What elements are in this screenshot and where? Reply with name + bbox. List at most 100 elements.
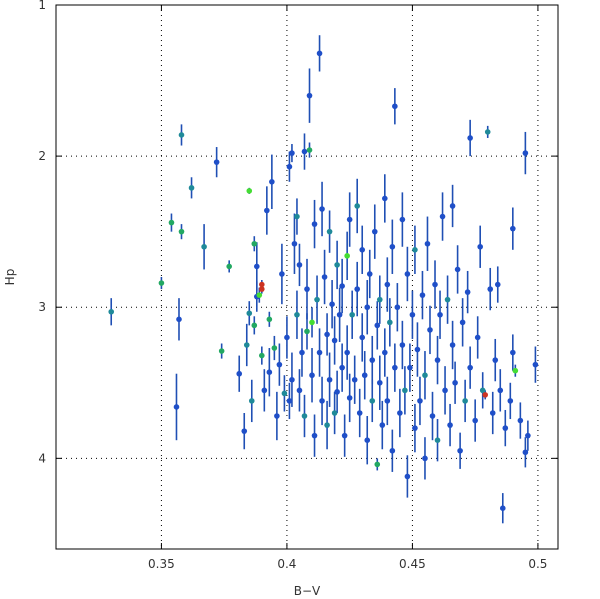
data-point [419, 292, 426, 298]
data-point [462, 398, 468, 404]
data-point [394, 304, 401, 311]
y-tick-label: 1 [38, 0, 46, 12]
x-tick-label: 0.35 [148, 557, 175, 571]
data-point [492, 357, 499, 363]
data-point [399, 342, 406, 348]
data-point [429, 413, 436, 419]
data-point [168, 219, 175, 226]
data-point [246, 188, 253, 194]
data-points [108, 35, 539, 524]
data-point [291, 240, 298, 247]
data-point [266, 316, 273, 323]
data-point [281, 390, 288, 397]
data-point [409, 311, 416, 318]
data-point [404, 473, 411, 480]
data-point [299, 349, 305, 356]
data-point [439, 213, 446, 220]
data-point [532, 361, 539, 368]
data-point [271, 345, 278, 351]
x-tick-label: 0.4 [277, 557, 296, 571]
data-point [251, 240, 258, 247]
data-point [334, 389, 340, 395]
data-point [512, 367, 519, 374]
data-point [284, 334, 290, 341]
data-point [259, 281, 265, 288]
data-point [301, 148, 308, 155]
data-point [261, 387, 268, 394]
data-point [329, 301, 335, 308]
data-point [376, 379, 383, 386]
data-point [108, 308, 115, 315]
data-point [422, 455, 428, 462]
data-point [176, 316, 182, 323]
data-point [344, 349, 350, 356]
data-point [404, 271, 411, 277]
y-tick-label: 4 [38, 451, 46, 465]
data-point [178, 228, 185, 235]
data-point [382, 195, 388, 202]
data-point [382, 349, 388, 356]
data-point [319, 206, 325, 212]
data-point [499, 505, 506, 512]
data-point [286, 398, 293, 404]
data-point [256, 292, 263, 298]
data-point [374, 461, 381, 468]
data-point [389, 447, 396, 454]
data-point [472, 417, 478, 424]
data-point [402, 387, 408, 394]
data-point [306, 92, 313, 99]
plot-frame [55, 4, 559, 550]
data-point [484, 129, 491, 135]
data-point [522, 150, 529, 156]
data-point [422, 372, 428, 379]
data-point [294, 213, 300, 220]
data-point [253, 263, 260, 270]
data-point [359, 247, 366, 253]
data-point [467, 135, 473, 141]
data-point [243, 342, 250, 348]
data-point [339, 364, 345, 371]
data-point [289, 150, 295, 156]
y-axis-label: Hp [3, 269, 17, 286]
y-tick-label: 3 [38, 300, 46, 314]
data-point [178, 132, 185, 138]
data-point [359, 334, 366, 341]
data-point [459, 319, 466, 326]
data-point [314, 296, 320, 303]
data-point [311, 221, 318, 227]
data-point [412, 247, 418, 253]
data-point [432, 281, 438, 288]
data-point [361, 372, 368, 379]
data-point [341, 432, 348, 439]
data-point [467, 364, 473, 371]
data-point [266, 369, 273, 376]
data-point [311, 432, 318, 439]
x-tick-label: 0.5 [528, 557, 547, 571]
data-point [334, 262, 340, 268]
data-point [510, 225, 516, 232]
data-point [449, 342, 456, 348]
data-point [387, 319, 393, 326]
data-point [392, 364, 398, 371]
data-point [479, 387, 486, 394]
data-point [188, 185, 195, 191]
data-point [354, 286, 361, 292]
data-point [251, 322, 258, 329]
data-point [336, 311, 343, 318]
data-point [397, 410, 403, 416]
data-point [384, 398, 391, 404]
data-point [331, 337, 338, 344]
data-point [376, 296, 383, 303]
data-point [296, 262, 303, 268]
y-tick-label: 2 [38, 149, 46, 163]
data-point [464, 289, 471, 295]
data-point [497, 387, 504, 394]
data-point [241, 428, 248, 434]
data-point [354, 203, 361, 209]
data-point [309, 372, 315, 379]
data-point [487, 286, 494, 292]
data-point [173, 404, 180, 410]
x-axis-label: B−V [294, 584, 321, 598]
data-point [324, 331, 330, 338]
data-point [158, 280, 165, 286]
